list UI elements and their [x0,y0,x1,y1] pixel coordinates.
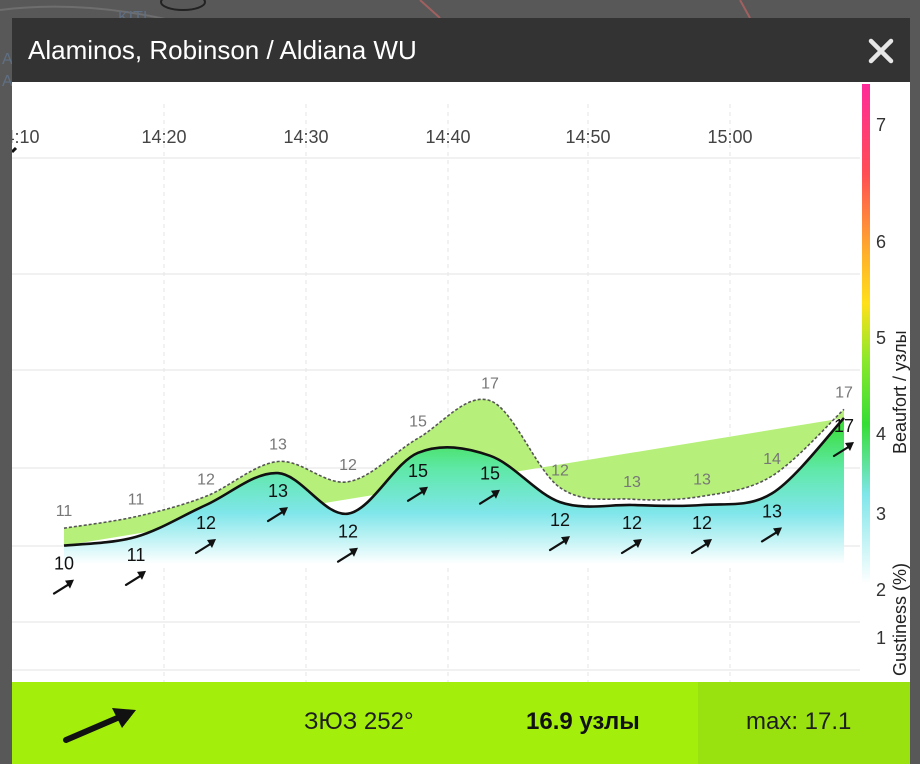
gust-value-label: 14 [763,451,781,468]
gust-value-label: 11 [56,503,73,520]
time-tick-label: 4:10 [12,127,40,147]
wind-arrow-icon [406,486,428,502]
wind-value-label: 12 [196,513,216,533]
wind-area [64,418,844,564]
wind-value-label: 10 [54,554,74,574]
beaufort-color-scale [862,84,870,584]
time-tick-label: 14:40 [425,127,470,147]
wind-value-label: 13 [762,501,782,521]
wind-value-label: 13 [268,481,288,501]
gust-value-label: 13 [269,437,287,454]
scale-white-bottom [862,582,870,680]
wind-arrow-icon [690,539,712,555]
wind-direction-text: ЗЮЗ 252° [304,708,414,735]
gust-value-label: 12 [339,457,357,474]
wind-value-label: 17 [834,416,854,436]
close-icon[interactable] [864,34,898,68]
map-label-a2: A [2,73,13,90]
wind-arrow-icon [124,570,146,586]
map-label-a1: A [2,51,13,68]
wind-value-label: 15 [480,464,500,484]
wind-value-label: 11 [127,545,146,565]
station-popup: Alaminos, Robinson / Aldiana WU [12,18,910,764]
beaufort-tick-label: 6 [876,232,886,252]
time-tick-label: 14:20 [141,127,186,147]
gust-value-label: 12 [197,471,215,488]
wind-arrow-icon [194,539,216,555]
gust-value-label: 12 [551,463,569,480]
beaufort-tick-label: 7 [876,115,886,135]
max-block [698,682,910,764]
current-conditions-bar: ЗЮЗ 252° 16.9 узлы max: 17.1 [12,682,910,764]
wind-value-label: 12 [338,522,358,542]
wind-arrow-icon [548,536,570,552]
gust-value-label: 17 [481,376,499,393]
data-labels: 11 11 12 13 12 15 17 12 13 13 14 17 10 11 12 13 12 15 15 12… [12,146,854,595]
gust-value-label: 17 [835,384,853,401]
gust-value-label: 13 [693,471,711,488]
time-tick-label: 15:00 [707,127,752,147]
chart-grid [12,104,860,682]
wind-direction-arrow-icon [63,708,136,743]
partial-arrow-icon [12,146,18,154]
gust-value-label: 15 [409,413,427,430]
time-tick-label: 14:30 [283,127,328,147]
wind-value-label: 12 [622,513,642,533]
wind-speed-text: 16.9 узлы [526,708,640,735]
wind-arrow-icon [620,539,642,555]
wind-value-label: 12 [550,510,570,530]
wind-arrow-icon [832,442,854,458]
wind-arrow-icon [266,507,288,523]
wind-arrow-icon [336,547,358,563]
gust-value-label: 13 [623,474,641,491]
beaufort-scale: 7 6 5 4 3 2 1 [876,115,886,648]
wind-arrow-icon [52,579,74,595]
wind-arrow-icon [478,489,500,505]
time-tick-label: 14:50 [565,127,610,147]
gustiness-tick-label: 1 [876,628,886,648]
beaufort-tick-label: 3 [876,504,886,524]
wind-value-label: 12 [692,513,712,533]
max-speed-text: max: 17.1 [746,708,852,735]
gustiness-axis-label: Gustiness (%) [890,563,910,676]
popup-titlebar: Alaminos, Robinson / Aldiana WU [12,18,910,82]
wind-arrow-icon [760,527,782,543]
gustiness-tick-label: 2 [876,580,886,600]
beaufort-axis-label: Beaufort / узлы [890,330,910,454]
gust-value-label: 11 [128,492,145,509]
gust-line [63,398,845,529]
wind-value-label: 15 [408,461,428,481]
wind-line [63,417,845,547]
beaufort-tick-label: 5 [876,328,886,348]
time-axis: 4:10 14:20 14:30 14:40 14:50 15:00 [12,127,753,147]
station-title: Alaminos, Robinson / Aldiana WU [28,35,417,65]
beaufort-tick-label: 4 [876,424,886,444]
